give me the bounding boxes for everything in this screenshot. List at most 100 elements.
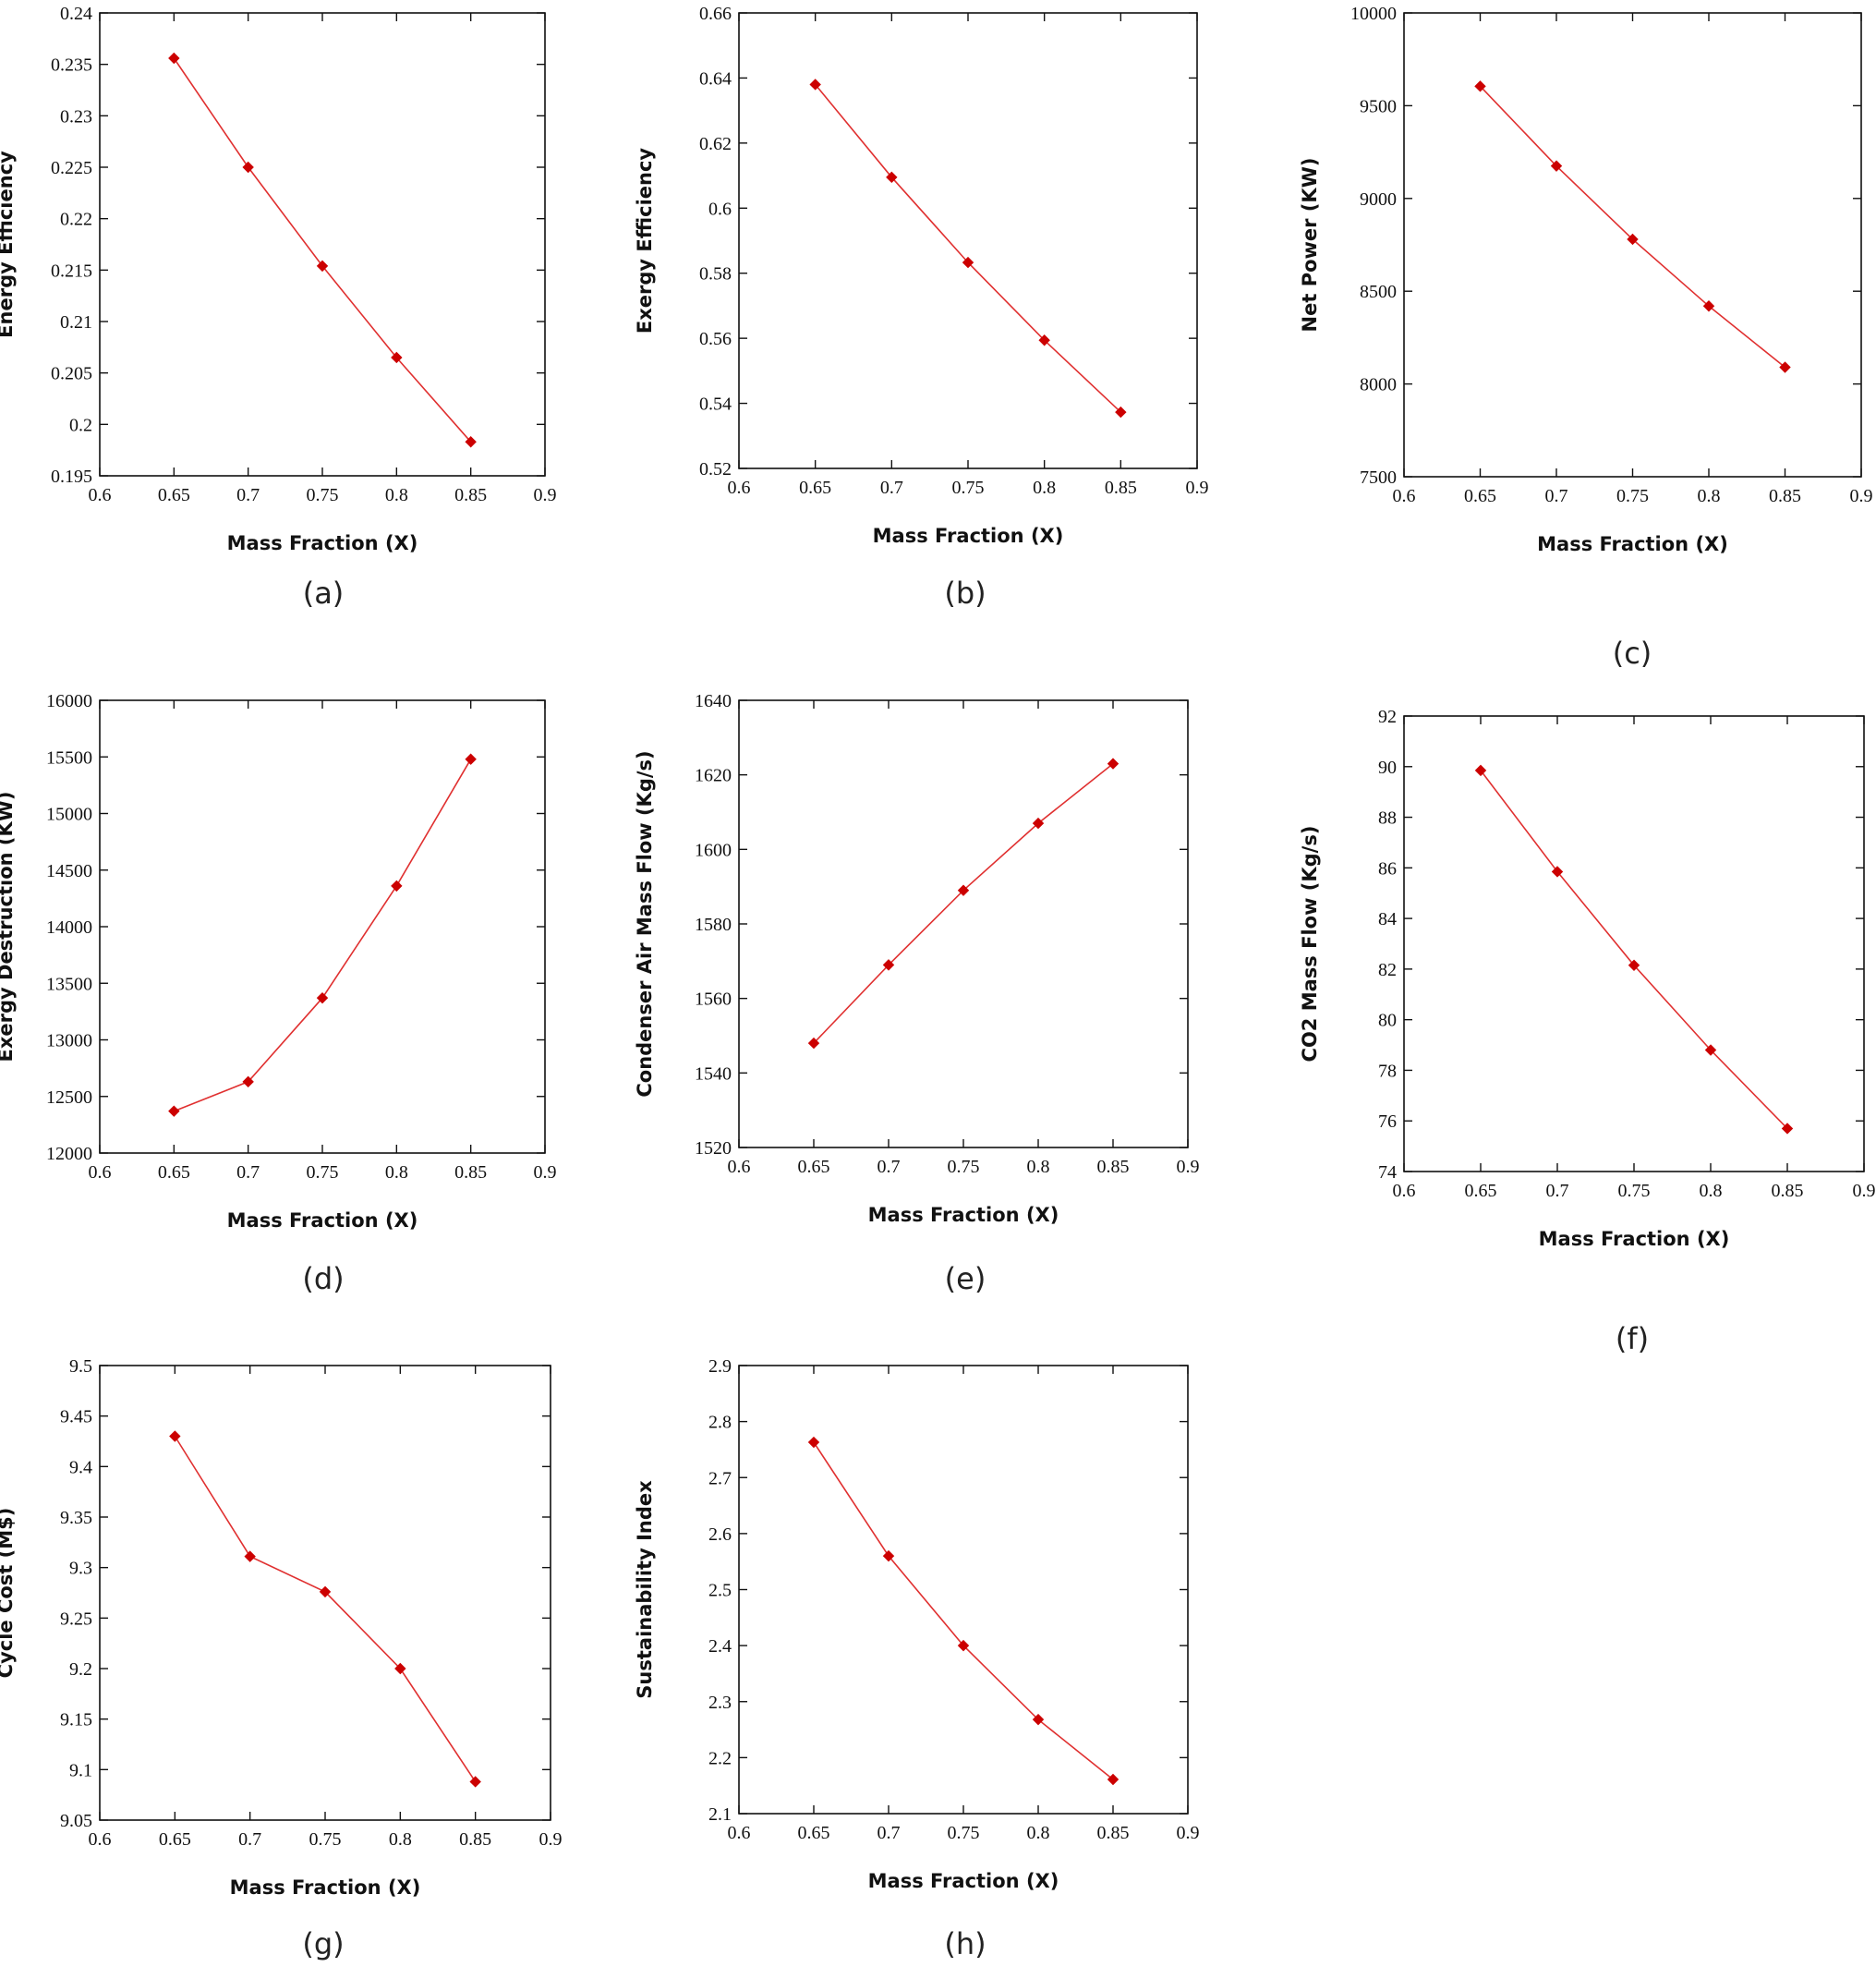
y-tick-label: 2.9 (708, 1356, 732, 1377)
x-tick-label: 0.6 (1393, 1181, 1416, 1201)
y-axis-title: Energy Efficiency (0, 151, 17, 338)
data-point-marker (1627, 233, 1639, 246)
y-tick-label: 10000 (1350, 4, 1397, 24)
data-point-marker (1115, 406, 1127, 419)
data-point-marker (957, 1639, 970, 1652)
y-axis-title: Sustainability Index (634, 1480, 656, 1699)
y-tick-label: 1540 (695, 1063, 732, 1084)
x-tick-label: 0.8 (1700, 1181, 1723, 1201)
data-point-marker (168, 52, 180, 65)
x-axis-title: Mass Fraction (X) (230, 1876, 421, 1899)
y-tick-label: 0.21 (60, 312, 92, 333)
y-tick-label: 0.215 (51, 261, 92, 281)
y-tick-label: 12500 (46, 1087, 92, 1108)
x-tick-label: 0.9 (534, 485, 557, 505)
x-tick-label: 0.7 (880, 478, 903, 498)
y-tick-label: 9.25 (60, 1609, 92, 1629)
data-point-marker (962, 256, 974, 269)
y-tick-label: 8000 (1360, 375, 1397, 395)
data-point-marker (394, 1662, 406, 1675)
x-tick-label: 0.65 (798, 1823, 830, 1843)
data-point-marker (886, 171, 898, 184)
y-tick-label: 2.5 (708, 1581, 732, 1601)
data-point-marker (807, 1037, 820, 1050)
x-tick-label: 0.75 (948, 1823, 980, 1843)
y-tick-label: 0.2 (69, 415, 92, 435)
y-tick-label: 2.7 (708, 1468, 732, 1488)
x-tick-label: 0.9 (1177, 1823, 1200, 1843)
x-tick-label: 0.8 (1698, 486, 1721, 506)
data-point-marker (1032, 817, 1045, 830)
y-tick-label: 15000 (46, 805, 92, 825)
x-tick-label: 0.8 (1027, 1823, 1050, 1843)
y-axis-title: Cycle Cost (M$) (0, 1508, 17, 1679)
y-tick-label: 14000 (46, 917, 92, 938)
x-axis-title: Mass Fraction (X) (1537, 533, 1728, 555)
x-tick-label: 0.65 (158, 1162, 190, 1183)
x-axis-title: Mass Fraction (X) (1539, 1228, 1730, 1250)
y-tick-label: 0.22 (60, 210, 92, 230)
y-tick-label: 9.3 (69, 1559, 92, 1579)
data-point-marker (1704, 1044, 1717, 1056)
y-axis-title: Exergy Efficiency (634, 148, 656, 334)
y-tick-label: 0.235 (51, 55, 92, 76)
x-tick-label: 0.65 (1465, 1181, 1497, 1201)
x-tick-label: 0.75 (309, 1829, 342, 1850)
x-tick-label: 0.85 (459, 1829, 491, 1850)
x-axis-title: Mass Fraction (X) (873, 525, 1064, 547)
x-tick-label: 0.75 (952, 478, 985, 498)
y-tick-label: 0.23 (60, 106, 92, 127)
y-tick-label: 2.2 (708, 1748, 732, 1768)
y-tick-label: 2.1 (708, 1804, 732, 1825)
y-axis-title: CO2 Mass Flow (Kg/s) (1299, 826, 1321, 1062)
series-line (813, 1441, 1114, 1780)
x-tick-label: 0.65 (158, 485, 190, 505)
x-tick-label: 0.6 (728, 1157, 751, 1177)
x-tick-label: 0.6 (728, 478, 751, 498)
y-tick-label: 2.3 (708, 1693, 732, 1713)
data-point-marker (1551, 866, 1564, 878)
data-point-marker (168, 1105, 180, 1117)
y-tick-label: 16000 (46, 691, 92, 711)
data-point-marker (469, 1776, 481, 1788)
y-tick-label: 90 (1378, 758, 1397, 778)
x-tick-label: 0.7 (1545, 486, 1568, 506)
y-tick-label: 9.2 (69, 1659, 92, 1680)
x-tick-label: 0.8 (389, 1829, 412, 1850)
data-point-marker (169, 1430, 181, 1442)
x-tick-label: 0.75 (1616, 486, 1649, 506)
y-tick-label: 1580 (695, 915, 732, 935)
x-tick-label: 0.8 (1027, 1157, 1050, 1177)
x-tick-label: 0.8 (385, 1162, 408, 1183)
x-tick-label: 0.65 (798, 1157, 830, 1177)
y-tick-label: 0.66 (699, 4, 732, 24)
x-tick-label: 0.7 (238, 1829, 261, 1850)
panel-caption: (b) (944, 576, 986, 611)
data-point-marker (809, 79, 821, 91)
y-tick-label: 13500 (46, 974, 92, 994)
panel-caption: (h) (944, 1926, 986, 1961)
x-tick-label: 0.7 (236, 1162, 260, 1183)
x-tick-label: 0.85 (1097, 1823, 1130, 1843)
y-tick-label: 1620 (695, 766, 732, 786)
y-tick-label: 0.56 (699, 329, 732, 349)
x-tick-label: 0.9 (1853, 1181, 1876, 1201)
y-tick-label: 9.35 (60, 1508, 92, 1528)
data-point-marker (465, 753, 477, 765)
x-tick-label: 0.9 (539, 1829, 563, 1850)
x-tick-label: 0.9 (1186, 478, 1209, 498)
panel-caption: (g) (302, 1926, 345, 1961)
y-tick-label: 2.8 (708, 1413, 732, 1433)
x-tick-label: 0.9 (1177, 1157, 1200, 1177)
x-tick-label: 0.75 (1618, 1181, 1651, 1201)
y-tick-label: 9.1 (69, 1760, 92, 1780)
y-tick-label: 1520 (695, 1138, 732, 1159)
data-point-marker (882, 1549, 895, 1562)
x-tick-label: 0.85 (1772, 1181, 1804, 1201)
